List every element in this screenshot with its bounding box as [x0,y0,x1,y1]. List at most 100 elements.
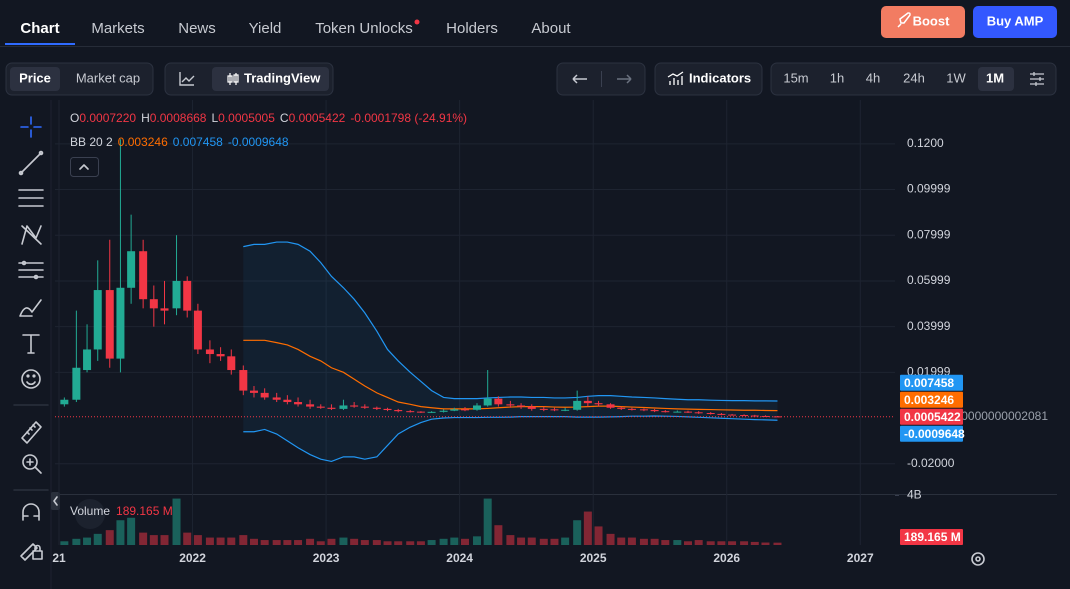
volume-bar [573,520,582,545]
volume-tick-label: 4B [907,488,922,502]
interval-option[interactable]: 1W [946,70,966,85]
tradingview-option[interactable]: TradingView [244,70,321,85]
interval-option[interactable]: 4h [866,70,880,85]
candle-body [93,290,102,350]
candle-body [316,406,325,408]
candle-body [205,349,214,355]
volume-bar [127,517,136,545]
y-tick-label: 0.1200 [907,136,944,150]
volume-bar [583,511,592,545]
magnet-tool[interactable] [22,503,40,521]
ohlc-legend: O0.0007220 H0.0008668 L0.0005005 C0.0005422… [70,111,467,125]
candle-body [506,404,515,406]
volume-bar [294,540,303,545]
bb-value: 0.007458 [173,135,223,149]
candle-body [306,404,315,407]
boost-label[interactable]: Boost [913,13,951,28]
x-tick-label: 2023 [313,551,340,565]
line-chart-icon[interactable] [179,72,195,86]
candle-body [717,413,726,415]
change-value: -0.0001798 (-24.91%) [350,111,467,125]
emoji-tool[interactable] [21,369,41,389]
price-option[interactable]: Price [19,70,51,85]
volume-bar [673,540,682,545]
nav-tab[interactable]: Yield [249,20,282,37]
candle-body [83,349,92,371]
volume-bar [193,535,202,545]
candle-body [183,280,192,311]
candle-body [193,310,202,350]
candle-body [327,407,336,409]
x-tick-label: 2027 [847,551,874,565]
interval-option[interactable]: 24h [903,70,925,85]
ohlc-value: 0.0008668 [150,111,207,125]
buy-button[interactable] [973,6,1057,38]
fib-tool[interactable] [18,260,44,280]
volume-bar [594,526,603,545]
volume-bar [216,537,225,545]
candle-body [561,409,570,411]
volume-price-label: 189.165 M [904,530,961,544]
candle-body [606,404,615,408]
nav-tab[interactable]: Token Unlocks [315,20,413,37]
legend-collapse[interactable] [70,157,99,177]
nav-tab[interactable]: Chart [20,20,59,37]
market-cap-option[interactable]: Market cap [76,70,140,85]
lock-tool[interactable] [20,543,43,561]
price-label: 0.007458 [904,376,954,390]
candle-body [650,410,659,412]
volume-bar [606,533,615,545]
text-tool[interactable] [22,334,40,354]
ruler-tool[interactable] [21,421,42,444]
zoom-tool[interactable] [22,454,42,474]
collapse-panel[interactable] [51,492,60,510]
crosshair-tool[interactable] [20,116,42,138]
nav-tab[interactable]: Holders [446,20,498,37]
price-pane [55,100,895,545]
candle-body [617,407,626,409]
forward-arrow[interactable] [617,74,632,84]
candle-body [72,367,81,400]
interval-option[interactable]: 15m [783,70,808,85]
candle-body [494,398,503,405]
volume-bar [394,541,403,545]
volume-bar [706,541,715,545]
volume-label: Volume [70,504,110,518]
ohlc-key: L [211,111,218,125]
candle-body [761,415,770,417]
boost-button[interactable] [881,6,965,38]
back-arrow[interactable] [572,74,587,84]
candle-body [249,390,258,393]
volume-bar [260,540,269,545]
y-tick-label: -0.02000 [907,456,955,470]
volume-bar [460,538,469,545]
volume-bar [149,535,158,545]
nav-tab[interactable]: News [178,20,216,37]
trendline-tool[interactable] [18,150,44,176]
settings-gear[interactable] [971,552,985,566]
buy-label[interactable]: Buy AMP [987,13,1044,28]
nav-tab[interactable]: About [531,20,571,37]
hlines-tool[interactable] [18,189,44,207]
volume-bar [473,536,482,545]
candle-body [350,405,359,407]
indicators-label[interactable]: Indicators [689,70,751,85]
bb-legend: BB 20 2 0.003246 0.007458 -0.0009648 [70,135,289,149]
volume-bar [717,541,726,545]
candles-icon [227,73,239,85]
candle-body [416,411,425,413]
interval-option[interactable]: 1h [830,70,844,85]
volume-bar [561,537,570,545]
candle-body [139,251,148,300]
volume-bar [406,541,415,545]
nav-tab[interactable]: Markets [91,20,144,37]
candle-body [639,409,648,411]
volume-bar [283,540,292,545]
volume-bar [617,537,626,545]
chart-settings-icon[interactable] [1030,72,1044,86]
volume-bar [650,538,659,545]
brush-tool[interactable] [19,299,42,317]
interval-option[interactable]: 1M [986,70,1004,85]
candle-body [450,409,459,411]
pattern-tool[interactable] [21,225,42,245]
